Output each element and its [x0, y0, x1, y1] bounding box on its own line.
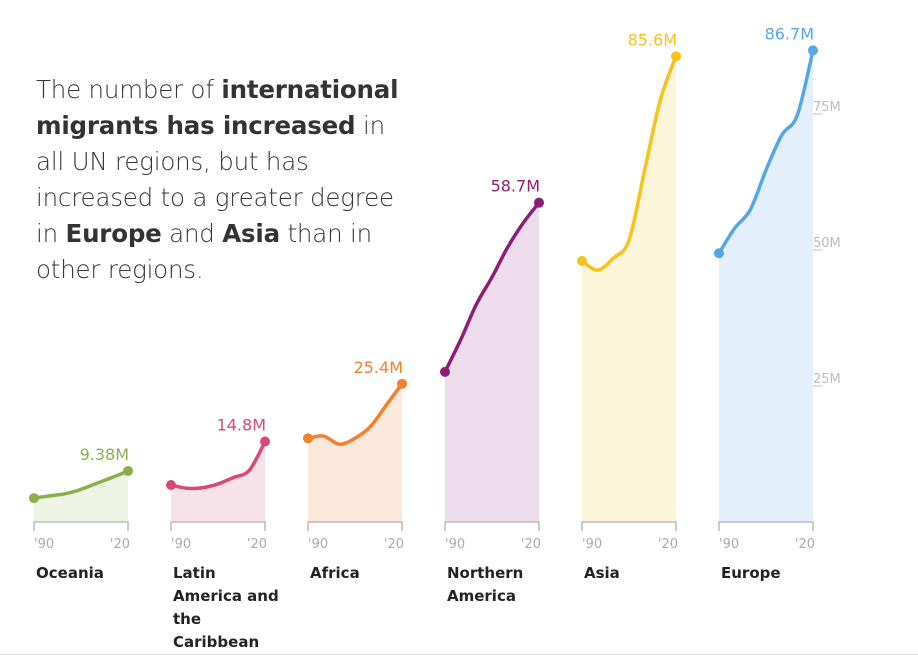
end-value-label: 58.7M [491, 177, 540, 196]
end-point [671, 51, 681, 62]
x-tick-label: '90 [171, 537, 191, 552]
divider [0, 654, 918, 655]
end-point [534, 197, 544, 208]
start-point [166, 480, 176, 491]
area-4 [582, 56, 676, 522]
region-label: Latin America and the Caribbean [173, 564, 279, 651]
x-axis [170, 521, 266, 531]
x-axis [718, 521, 814, 531]
headline-part: and [161, 219, 223, 248]
x-tick-label: '20 [384, 537, 404, 552]
end-value-label: 14.8M [217, 415, 266, 434]
headline: The number of international migrants has… [36, 72, 416, 288]
x-tick-label: '20 [247, 537, 267, 552]
headline-part: in all UN regions, but has increased to … [36, 111, 394, 248]
y-tick-label: 75M [813, 100, 841, 115]
x-tick-label: '20 [521, 537, 541, 552]
series-line [306, 382, 404, 446]
region-label: Northern America [447, 564, 524, 605]
end-value-label: 9.38M [80, 445, 129, 464]
x-tick-label: '90 [445, 537, 465, 552]
area-3 [445, 202, 539, 522]
region-label: Oceania [36, 564, 104, 582]
start-point [303, 433, 313, 444]
region-label: Asia [584, 564, 620, 582]
end-value-label: 25.4M [354, 358, 403, 377]
end-point [260, 436, 270, 447]
start-point [714, 248, 724, 259]
headline-part: than in other regions. [36, 219, 372, 284]
end-point [808, 45, 818, 56]
region-label: Europe [721, 564, 781, 582]
x-tick-label: '90 [308, 537, 328, 552]
x-tick-label: '20 [658, 537, 678, 552]
series-line [169, 439, 267, 491]
area-1 [171, 441, 265, 522]
y-tick-label: 50M [813, 236, 841, 251]
x-axis [33, 521, 129, 531]
headline-part: The number of [36, 75, 222, 104]
x-axis [581, 521, 677, 531]
x-tick-label: '90 [34, 537, 54, 552]
end-value-label: 85.6M [628, 30, 677, 49]
y-tick-label: 25M [813, 372, 841, 387]
start-point [29, 493, 39, 504]
series-line [580, 54, 678, 272]
headline-part: Europe [65, 219, 162, 248]
x-axis [307, 521, 403, 531]
area-0 [34, 470, 128, 522]
headline-part: Asia [222, 219, 280, 248]
region-label: Africa [310, 564, 360, 582]
series-line [443, 200, 541, 374]
x-tick-label: '20 [795, 537, 815, 552]
start-point [440, 366, 450, 377]
area-5 [719, 50, 813, 523]
x-tick-label: '90 [719, 537, 739, 552]
end-point [397, 378, 407, 389]
end-value-label: 86.7M [765, 24, 814, 43]
headline-part: international migrants has increased [36, 75, 399, 140]
series-line [32, 469, 130, 500]
end-point [123, 465, 133, 476]
x-tick-label: '90 [582, 537, 602, 552]
x-axis [444, 521, 540, 531]
x-tick-label: '20 [110, 537, 130, 552]
series-line [717, 48, 815, 256]
start-point [577, 255, 587, 266]
